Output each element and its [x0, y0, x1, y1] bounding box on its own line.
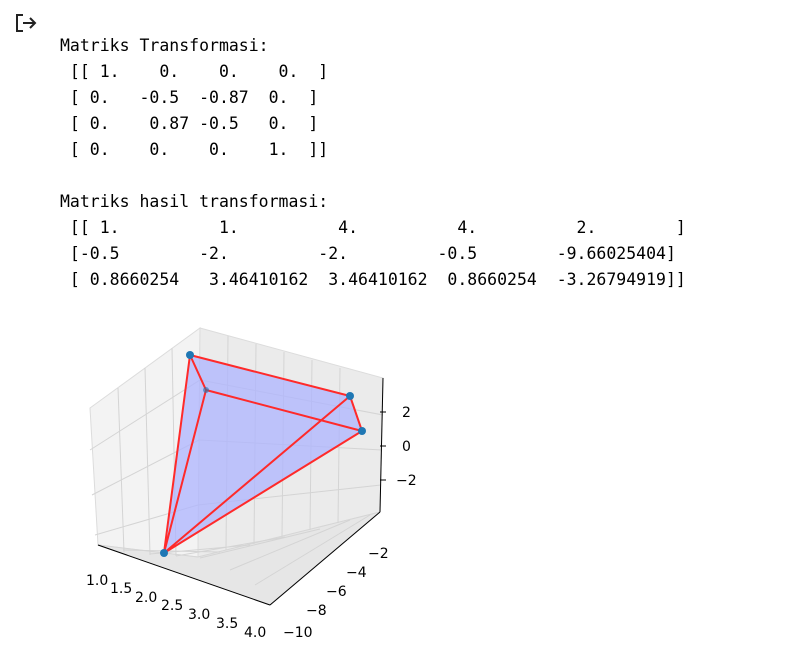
y-tick-label: −8 [306, 603, 327, 619]
y-tick-label: −2 [368, 546, 389, 562]
x-tick-label: 1.5 [110, 581, 132, 597]
vertex-point [358, 427, 366, 435]
3d-plot: 2 0 −2 1.0 1.5 2.0 2.5 3.0 3.5 4.0 −2 −4… [86, 327, 417, 641]
polyhedron-face [164, 355, 362, 553]
vertex-point [346, 392, 354, 400]
y-axis: −2 −4 −6 −8 −10 [269, 511, 389, 641]
x-tick-label: 2.5 [161, 598, 183, 614]
z-axis-line [379, 377, 384, 513]
vertex-point [160, 549, 168, 557]
z-tick-label: 0 [402, 439, 411, 455]
x-axis: 1.0 1.5 2.0 2.5 3.0 3.5 4.0 [86, 544, 271, 641]
x-tick-label: 1.0 [86, 573, 108, 589]
output-arrow-icon [12, 10, 38, 36]
z-tick-label: −2 [396, 473, 417, 489]
vertex-point [203, 387, 209, 393]
z-tick-label: 2 [402, 405, 411, 421]
transformation-matrix-output: Matriks Transformasi: [[ 1. 0. 0. 0. ] [… [60, 36, 329, 159]
y-tick-label: −4 [346, 565, 367, 581]
polyhedron [160, 351, 366, 557]
y-tick-label: −6 [326, 584, 347, 600]
x-tick-label: 3.5 [216, 616, 238, 632]
y-axis-line [269, 511, 381, 606]
x-tick-label: 2.0 [135, 590, 157, 606]
polyhedron-edges [163, 354, 363, 554]
transformed-result-output: Matriks hasil transformasi: [[ 1. 1. 4. … [60, 192, 686, 289]
z-axis: 2 0 −2 [379, 377, 417, 513]
x-tick-label: 4.0 [244, 625, 266, 641]
y-tick-label: −10 [283, 625, 313, 641]
vertex-point [186, 351, 194, 359]
x-axis-line [97, 544, 271, 606]
x-tick-label: 3.0 [188, 607, 210, 623]
